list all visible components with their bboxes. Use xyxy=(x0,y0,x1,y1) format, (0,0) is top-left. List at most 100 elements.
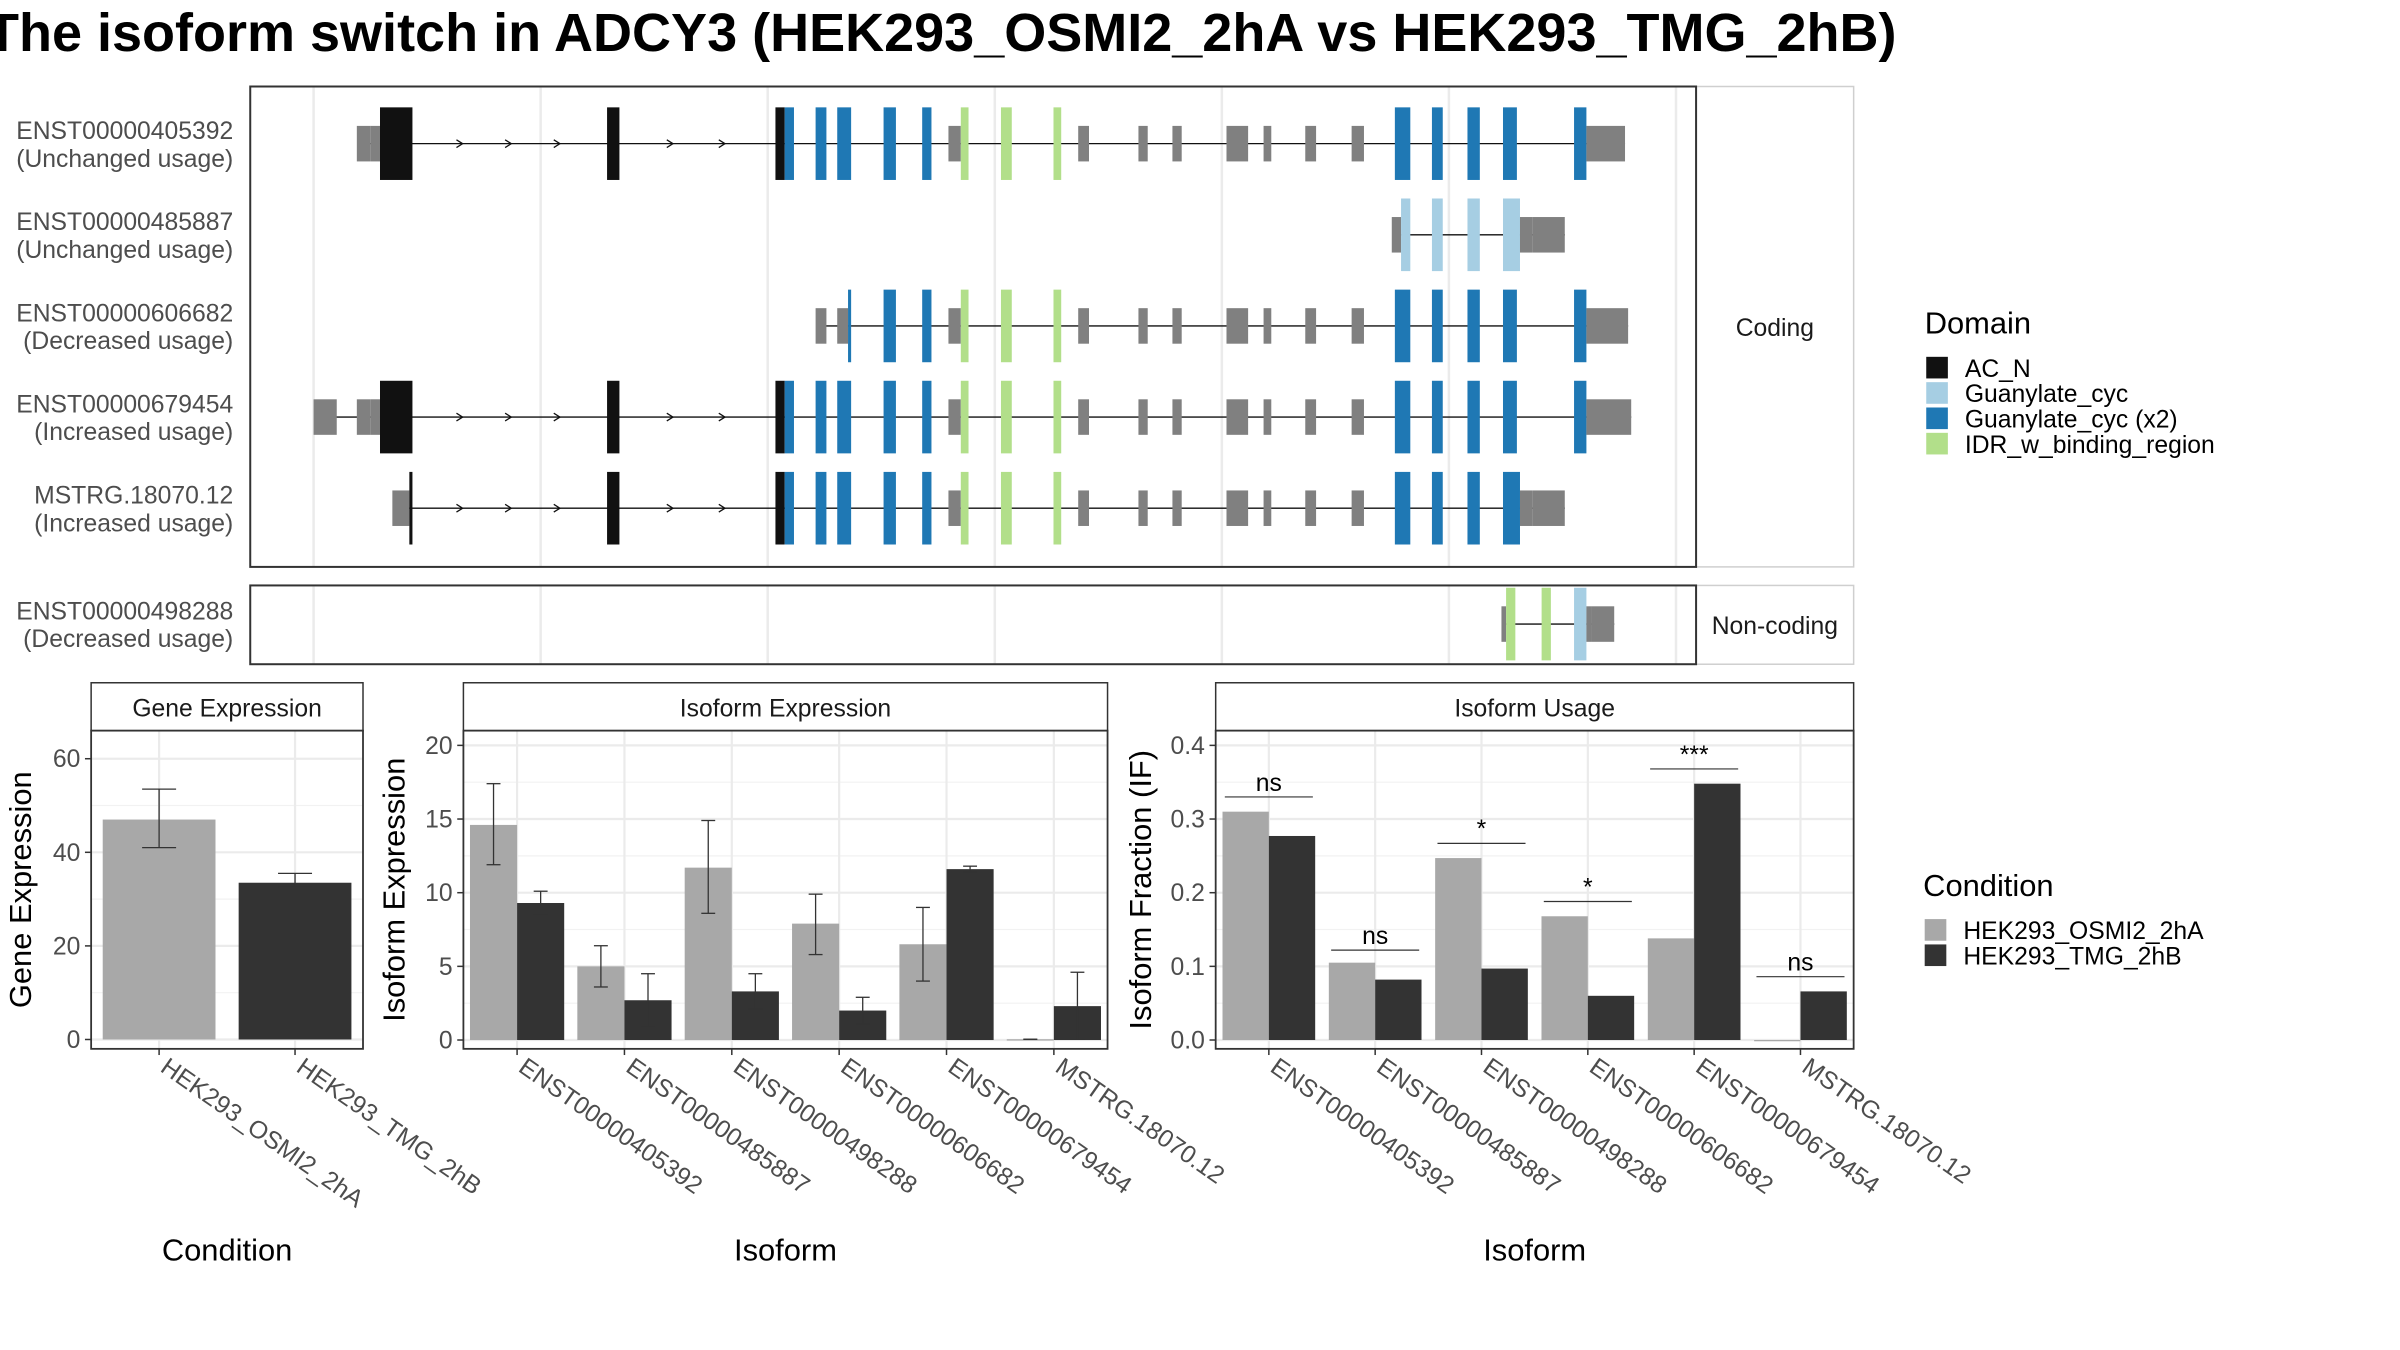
y-tick-label: 0.3 xyxy=(1171,807,1205,834)
exon xyxy=(1263,125,1272,162)
transcript-structure-panel: CodingNon-codingENST00000405392(Unchange… xyxy=(16,85,1855,666)
y-tick-label: 60 xyxy=(53,746,80,773)
transcript-label: ENST00000405392 xyxy=(16,118,233,145)
exon xyxy=(1351,490,1364,526)
exon xyxy=(370,125,380,162)
exon xyxy=(1431,107,1443,180)
bar xyxy=(1587,995,1635,1041)
exon xyxy=(1574,107,1587,180)
y-tick-label: 0 xyxy=(439,1028,453,1055)
x-tick-label: ENST00000485887 xyxy=(621,1053,814,1200)
y-tick-label: 0.2 xyxy=(1171,880,1205,907)
significance-label: *** xyxy=(1680,742,1709,769)
exon xyxy=(922,289,932,363)
exon xyxy=(948,308,961,344)
panel-title: Gene Expression xyxy=(132,696,322,723)
transcript-usage-label: (Unchanged usage) xyxy=(16,146,233,173)
exon xyxy=(1305,308,1317,344)
exon xyxy=(1431,471,1443,545)
exon xyxy=(1502,107,1517,180)
gene-expression-panel: Gene Expression0204060HEK293_OSMI2_2hAHE… xyxy=(3,682,486,1267)
exon xyxy=(1502,289,1517,363)
x-tick-label: ENST00000498288 xyxy=(1478,1053,1671,1200)
intron-arrow xyxy=(553,503,562,513)
exon xyxy=(1574,289,1587,363)
exon xyxy=(815,471,827,545)
domain-legend-swatch xyxy=(1926,382,1948,404)
bar xyxy=(1800,991,1847,1041)
exon xyxy=(1502,471,1520,545)
intron-arrow xyxy=(504,503,513,513)
transcript-usage-label: (Increased usage) xyxy=(34,419,233,446)
exon xyxy=(379,380,413,454)
exon xyxy=(837,308,849,344)
exon xyxy=(1053,380,1062,454)
domain-legend-title: Domain xyxy=(1925,306,2031,341)
exon xyxy=(1467,198,1480,272)
domain-legend-swatch xyxy=(1926,432,1948,455)
exon xyxy=(1305,125,1317,162)
transcript-track-6 xyxy=(1501,587,1615,661)
exon xyxy=(1467,471,1480,545)
exon xyxy=(1172,399,1182,435)
y-tick-label: 0.1 xyxy=(1171,954,1205,981)
transcript-label: ENST00000606682 xyxy=(16,300,233,327)
transcript-label: MSTRG.18070.12 xyxy=(34,483,233,510)
exon xyxy=(948,125,961,162)
x-tick-label: ENST00000606682 xyxy=(836,1053,1029,1200)
exon xyxy=(356,125,371,162)
x-tick-label: ENST00000485887 xyxy=(1372,1053,1565,1200)
exon xyxy=(1078,490,1090,526)
facet-label-non-coding: Non-coding xyxy=(1712,613,1838,640)
exon xyxy=(1172,125,1182,162)
exon xyxy=(370,399,380,435)
y-tick-label: 20 xyxy=(425,733,452,760)
x-tick-label: ENST00000679454 xyxy=(1691,1053,1884,1200)
domain-legend-label: Guanylate_cyc (x2) xyxy=(1965,407,2178,434)
exon xyxy=(883,471,896,545)
significance-label: * xyxy=(1583,874,1593,901)
transcript-usage-label: (Decreased usage) xyxy=(23,328,233,355)
exon xyxy=(1226,490,1249,526)
bar xyxy=(1268,835,1316,1041)
exon xyxy=(784,471,794,545)
x-tick-label: ENST00000498288 xyxy=(728,1053,921,1200)
exon xyxy=(1078,125,1090,162)
condition-legend-swatch xyxy=(1924,919,1947,941)
exon xyxy=(607,107,620,180)
exon xyxy=(1351,308,1364,344)
domain-legend-swatch xyxy=(1926,356,1948,379)
intron-arrow xyxy=(718,139,727,149)
x-tick-label: ENST00000606682 xyxy=(1584,1053,1777,1200)
significance-label: ns xyxy=(1256,770,1282,797)
domain-legend-swatch xyxy=(1926,407,1948,430)
exon xyxy=(1586,399,1632,435)
exon xyxy=(1501,606,1507,642)
exon xyxy=(1263,490,1272,526)
intron-arrow xyxy=(718,503,727,513)
exon xyxy=(1226,308,1249,344)
x-tick-label: ENST00000405392 xyxy=(1265,1053,1458,1200)
exon xyxy=(1226,399,1249,435)
transcript-track-3 xyxy=(815,289,1629,363)
exon xyxy=(607,380,620,454)
x-tick-label: MSTRG.18070.12 xyxy=(1797,1053,1976,1189)
exon xyxy=(1502,198,1520,272)
exon xyxy=(1138,399,1148,435)
exon xyxy=(1586,125,1626,162)
exon xyxy=(948,399,961,435)
exon xyxy=(815,308,827,344)
exon xyxy=(1053,289,1062,363)
plot-border xyxy=(462,729,1109,1050)
exon xyxy=(1586,308,1629,344)
exon xyxy=(1394,380,1411,454)
chart-title: The isoform switch in ADCY3 (HEK293_OSMI… xyxy=(0,3,1897,63)
exon xyxy=(1532,217,1565,253)
y-tick-label: 15 xyxy=(425,807,452,834)
exon xyxy=(1138,308,1148,344)
y-tick-label: 10 xyxy=(425,880,452,907)
exon xyxy=(837,471,852,545)
bar xyxy=(1435,858,1482,1041)
panel-title: Isoform Expression xyxy=(680,696,891,723)
exon xyxy=(356,399,371,435)
